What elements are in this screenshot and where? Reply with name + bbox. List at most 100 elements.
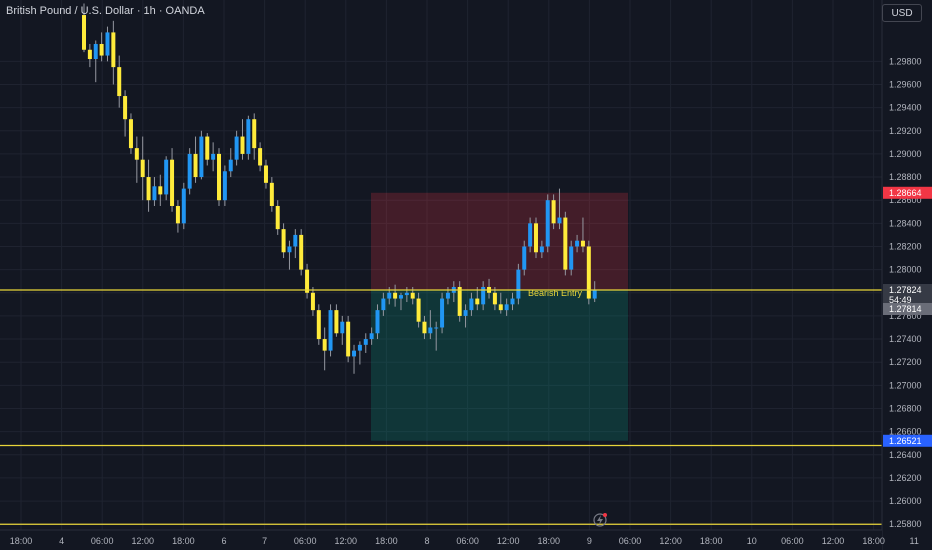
candle-body [481,286,486,305]
candle-body [263,165,268,183]
candle-body [234,136,239,160]
price-tag-current [883,283,932,306]
candle-body [557,217,562,224]
price-tag-text: 1.27814 [889,304,922,314]
candle-body [528,223,533,247]
candle-body [463,310,468,316]
candle-body [199,136,204,178]
y-tick-label: 1.29800 [889,56,922,66]
candle-body [275,205,280,230]
candle-body [228,159,233,172]
candle-body [269,182,274,206]
candle-body [299,234,304,270]
price-tag-target [883,434,932,447]
candle-body [222,171,227,201]
candle-body [328,310,333,351]
candle-body [492,292,497,305]
candle-body [357,344,362,351]
candle-body [404,292,409,296]
candle-body [310,292,315,311]
y-tick-label: 1.26000 [889,496,922,506]
candle-body [539,246,544,253]
x-tick-label: 18:00 [862,536,885,546]
y-tick-label: 1.28600 [889,195,922,205]
lightning-icon-ring [593,513,607,527]
candle-body [545,200,550,247]
candle-body [469,298,474,311]
x-tick-label: 12:00 [822,536,845,546]
y-tick-label: 1.28000 [889,265,922,275]
candle-body [128,119,133,149]
y-tick-label: 1.28400 [889,218,922,228]
candle-body [352,350,357,357]
y-tick-label: 1.29400 [889,103,922,113]
x-tick-label: 4 [59,536,64,546]
candle-body [575,240,580,247]
candle-body [246,119,251,154]
lightning-bolt [597,515,603,525]
candle-body [445,292,450,299]
x-tick-label: 18:00 [700,536,723,546]
candle-body [375,310,380,334]
candle-body [569,246,574,270]
candle-body [363,339,368,345]
lightning-icon[interactable] [593,513,607,527]
x-tick-label: 18:00 [375,536,398,546]
price-tag-entry [883,302,932,315]
candle-body [211,153,216,160]
x-tick-label: 7 [262,536,267,546]
y-tick-label: 1.29000 [889,149,922,159]
candle-body [281,229,286,253]
y-tick-label: 1.28800 [889,172,922,182]
candle-body [533,223,538,253]
candle-body [146,177,151,201]
candle-body [134,148,139,160]
candle-body [305,269,310,293]
candle-body [252,119,257,149]
price-tag-text: 1.26521 [889,436,922,446]
x-tick-label: 18:00 [172,536,195,546]
candle-body [322,339,327,351]
x-tick-label: 12:00 [497,536,520,546]
candle-body [193,153,198,178]
candle-body [293,234,298,247]
y-tick-label: 1.26200 [889,473,922,483]
y-tick-label: 1.29200 [889,126,922,136]
x-tick-label: 11 [910,536,919,546]
candle-body [422,321,427,334]
x-tick-label: 8 [424,536,429,546]
candle-body [99,43,104,56]
candle-body [516,269,521,299]
candle-body [87,49,92,60]
candle-body [563,217,568,270]
y-tick-label: 1.27600 [889,311,922,321]
currency-button[interactable]: USD [882,4,922,22]
candle-body [410,292,415,299]
x-tick-label: 6 [221,536,226,546]
candle-body [140,159,145,178]
y-tick-label: 1.27200 [889,357,922,367]
candle-body [586,246,591,299]
candle-body [93,43,98,60]
x-tick-label: 06:00 [781,536,804,546]
notification-dot [603,513,607,517]
x-tick-label: 06:00 [456,536,479,546]
candle-body [111,32,116,68]
candle-body [258,148,263,166]
x-tick-label: 10 [747,536,757,546]
candle-body [393,292,398,299]
time-axis[interactable] [0,530,882,550]
candle-body [340,321,345,334]
candle-body [105,32,110,56]
y-tick-label: 1.25800 [889,519,922,529]
candle-body [181,188,186,224]
candle-body [187,153,192,189]
candle-body [510,298,515,305]
price-axis[interactable] [882,0,932,550]
x-tick-label: 12:00 [132,536,155,546]
x-tick-label: 06:00 [91,536,114,546]
candle-body [428,327,433,334]
symbol-title[interactable]: British Pound / U.S. Dollar · 1h · OANDA [6,5,205,17]
